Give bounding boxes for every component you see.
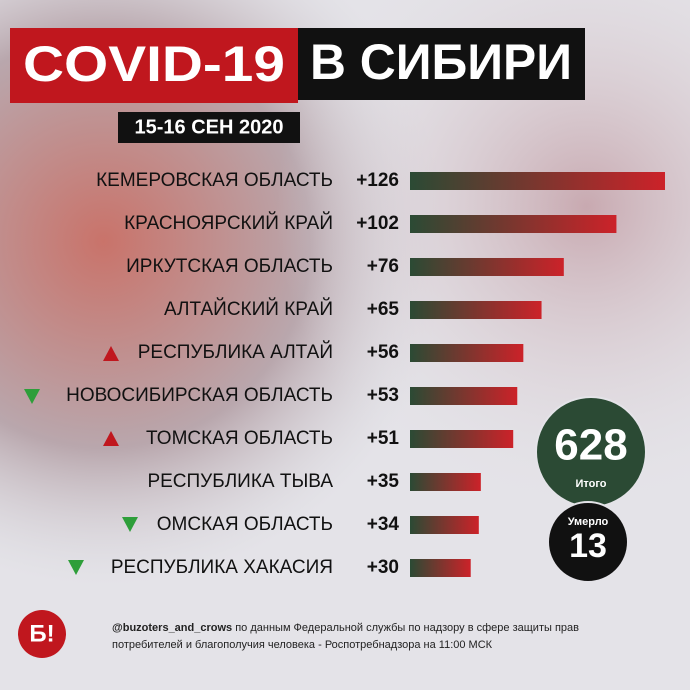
bar: [410, 258, 564, 276]
category-label: КЕМЕРОВСКАЯ ОБЛАСТЬ: [96, 170, 333, 191]
footer-line: @buzoters_and_crows по данным Федерально…: [112, 622, 579, 634]
title-box: [298, 28, 585, 100]
deaths-value: 13: [569, 527, 607, 565]
footer-text: по данным Федеральной службы по надзору …: [235, 622, 579, 634]
bar: [410, 215, 617, 233]
category-label: РЕСПУБЛИКА АЛТАЙ: [138, 341, 333, 363]
trend-down: [24, 389, 40, 404]
trend-up: [103, 431, 119, 446]
bar: [410, 516, 479, 534]
title-box: [10, 28, 298, 103]
bar: [410, 344, 524, 362]
total-value: 628: [554, 421, 627, 470]
trend-up: [103, 346, 119, 361]
trend-down: [122, 517, 138, 532]
bar: [410, 473, 481, 491]
value-label: +35: [367, 471, 400, 492]
subtitle: 15-16 СЕН 2020: [135, 116, 284, 138]
value-label: +51: [367, 428, 400, 449]
value-label: +65: [367, 299, 400, 320]
value-label: +56: [367, 342, 399, 363]
footer-handle: @buzoters_and_crows: [112, 622, 232, 634]
bar: [410, 387, 518, 405]
category-label: ТОМСКАЯ ОБЛАСТЬ: [146, 428, 333, 449]
value-label: +34: [367, 514, 400, 535]
value-label: +53: [367, 385, 399, 406]
subtitle-box: [118, 112, 300, 143]
category-label: НОВОСИБИРСКАЯ ОБЛАСТЬ: [66, 385, 333, 406]
footer-line: потребителей и благополучия человека - Р…: [112, 639, 493, 651]
value-label: +102: [356, 213, 399, 234]
value-label: +126: [356, 170, 399, 191]
logo: Б!: [29, 620, 54, 647]
total-label: Итого: [575, 478, 606, 490]
logo-circle: [18, 610, 66, 658]
deaths-label: Умерло: [568, 516, 609, 528]
bar: [410, 172, 665, 190]
bar: [410, 301, 542, 319]
category-label: КРАСНОЯРСКИЙ КРАЙ: [124, 212, 333, 234]
title: В СИБИРИ: [310, 34, 572, 90]
category-label: РЕСПУБЛИКА ТЫВА: [147, 471, 333, 492]
category-label: ИРКУТСКАЯ ОБЛАСТЬ: [126, 256, 333, 277]
title: COVID-19: [23, 36, 285, 92]
category-label: РЕСПУБЛИКА ХАКАСИЯ: [111, 557, 333, 578]
bar: [410, 430, 514, 448]
bar: [410, 559, 471, 577]
trend-down: [68, 560, 84, 575]
deaths-circle: [547, 501, 629, 583]
category-label: АЛТАЙСКИЙ КРАЙ: [164, 298, 333, 320]
value-label: +30: [367, 557, 399, 578]
category-label: ОМСКАЯ ОБЛАСТЬ: [157, 514, 333, 535]
value-label: +76: [367, 256, 399, 277]
